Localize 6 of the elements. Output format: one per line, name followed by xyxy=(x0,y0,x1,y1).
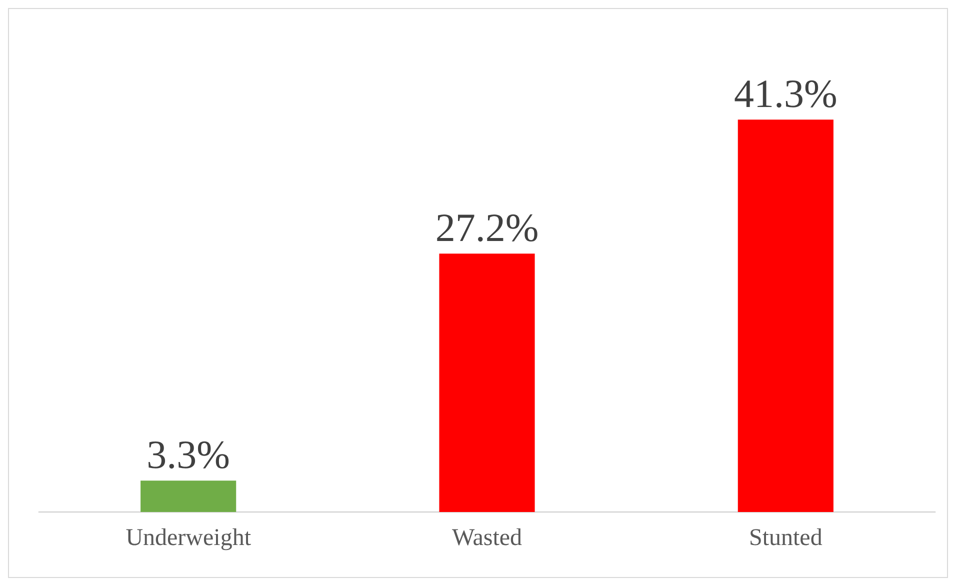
data-label: 3.3% xyxy=(146,432,230,478)
x-tick-label: Wasted xyxy=(452,525,522,551)
x-tick-label: Stunted xyxy=(748,525,822,551)
data-label: 41.3% xyxy=(734,71,838,116)
data-label: 27.2% xyxy=(435,205,539,250)
x-tick-label: Underweight xyxy=(126,525,252,551)
